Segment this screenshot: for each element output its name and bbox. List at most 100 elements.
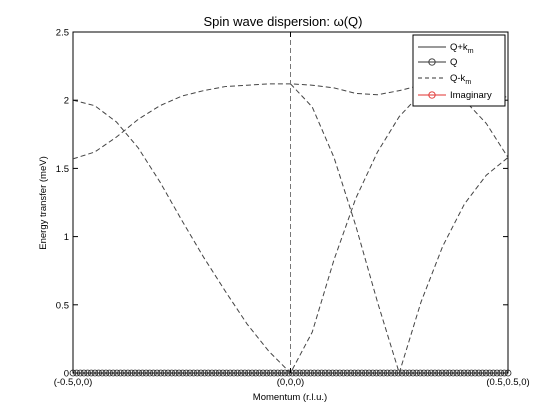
chart-title: Spin wave dispersion: ω(Q) bbox=[204, 14, 363, 29]
zero-marker bbox=[299, 369, 307, 377]
zero-marker bbox=[266, 369, 274, 377]
zero-marker bbox=[362, 369, 369, 377]
zero-marker bbox=[150, 369, 157, 377]
zero-marker bbox=[365, 369, 373, 377]
zero-marker bbox=[263, 369, 271, 377]
zero-marker bbox=[464, 369, 472, 377]
zero-marker bbox=[146, 369, 154, 377]
x-axis-ticks: (-0.5,0,0) (0,0,0) (0.5,0.5,0) bbox=[54, 32, 530, 388]
zero-marker bbox=[182, 369, 190, 377]
legend-label: Q-km bbox=[450, 73, 471, 86]
zero-marker bbox=[98, 369, 106, 377]
zero-marker bbox=[420, 369, 428, 377]
zero-marker bbox=[380, 369, 388, 377]
zero-marker bbox=[446, 369, 453, 377]
zero-marker bbox=[190, 369, 198, 377]
zero-marker bbox=[131, 369, 139, 377]
zero-marker bbox=[347, 369, 355, 377]
zero-marker bbox=[479, 369, 486, 377]
zero-marker bbox=[117, 369, 124, 377]
zero-marker bbox=[435, 369, 442, 377]
legend-label: Q bbox=[450, 57, 457, 68]
zero-marker bbox=[120, 369, 128, 377]
zero-marker bbox=[245, 369, 252, 377]
zero-marker bbox=[139, 369, 146, 377]
zero-marker bbox=[124, 369, 132, 377]
zero-marker bbox=[468, 369, 475, 377]
zero-marker bbox=[460, 369, 468, 377]
zero-marker bbox=[296, 369, 304, 377]
zero-marker bbox=[230, 369, 238, 377]
zero-marker bbox=[204, 369, 212, 377]
zero-marker bbox=[442, 369, 450, 377]
zero-marker bbox=[277, 369, 285, 377]
zero-marker bbox=[241, 369, 249, 377]
zero-marker bbox=[303, 369, 311, 377]
y-axis-ticks: 0 0.5 1 1.5 2 2.5 bbox=[56, 28, 508, 380]
zero-marker bbox=[109, 369, 117, 377]
zero-marker bbox=[157, 369, 165, 377]
legend-label-text: Q+k bbox=[450, 42, 468, 53]
zero-marker bbox=[413, 369, 421, 377]
zero-marker bbox=[153, 369, 161, 377]
legend-label-subscript: m bbox=[465, 79, 471, 86]
zero-marker bbox=[340, 369, 347, 377]
zero-marker bbox=[113, 369, 121, 377]
zero-marker bbox=[164, 369, 172, 377]
zero-marker bbox=[171, 369, 179, 377]
zero-marker bbox=[197, 369, 205, 377]
zero-marker bbox=[471, 369, 479, 377]
zero-marker bbox=[160, 369, 168, 377]
zero-marker bbox=[281, 369, 289, 377]
zero-marker bbox=[336, 369, 344, 377]
zero-marker bbox=[486, 369, 494, 377]
zero-marker bbox=[405, 369, 413, 377]
zero-marker bbox=[391, 369, 399, 377]
zero-marker bbox=[351, 369, 358, 377]
zero-marker bbox=[453, 369, 461, 377]
zero-marker bbox=[409, 369, 417, 377]
zero-marker bbox=[325, 369, 333, 377]
zero-marker bbox=[256, 369, 263, 377]
zero-marker-layer bbox=[69, 369, 512, 377]
zero-marker bbox=[332, 369, 340, 377]
zero-marker bbox=[387, 369, 395, 377]
x-tick-label: (0.5,0.5,0) bbox=[486, 377, 529, 388]
zero-marker bbox=[142, 369, 150, 377]
zero-marker bbox=[398, 369, 406, 377]
zero-marker bbox=[376, 369, 384, 377]
legend-label-text: Q bbox=[450, 57, 457, 68]
zero-marker bbox=[201, 369, 209, 377]
zero-marker bbox=[318, 369, 325, 377]
y-tick-label: 2.5 bbox=[56, 28, 69, 39]
zero-marker bbox=[234, 369, 241, 377]
zero-marker bbox=[292, 369, 300, 377]
x-tick-label: (0,0,0) bbox=[277, 377, 304, 388]
zero-marker bbox=[168, 369, 176, 377]
y-tick-label: 0.5 bbox=[56, 300, 69, 311]
zero-marker bbox=[457, 369, 464, 377]
zero-marker bbox=[438, 369, 446, 377]
zero-marker bbox=[449, 369, 457, 377]
zero-marker bbox=[226, 369, 234, 377]
zero-marker bbox=[128, 369, 135, 377]
zero-marker bbox=[135, 369, 143, 377]
zero-marker bbox=[270, 369, 278, 377]
zero-marker bbox=[274, 369, 282, 377]
zero-marker bbox=[186, 369, 194, 377]
zero-marker bbox=[489, 369, 497, 377]
zero-marker bbox=[237, 369, 245, 377]
zero-marker bbox=[343, 369, 351, 377]
zero-marker bbox=[482, 369, 490, 377]
zero-marker bbox=[427, 369, 435, 377]
zero-marker bbox=[223, 369, 230, 377]
y-tick-label: 1.5 bbox=[56, 164, 69, 175]
zero-marker bbox=[314, 369, 322, 377]
zero-marker bbox=[259, 369, 267, 377]
legend-label-subscript: m bbox=[468, 48, 474, 55]
zero-marker bbox=[307, 369, 315, 377]
zero-marker bbox=[91, 369, 99, 377]
zero-marker bbox=[329, 369, 336, 377]
